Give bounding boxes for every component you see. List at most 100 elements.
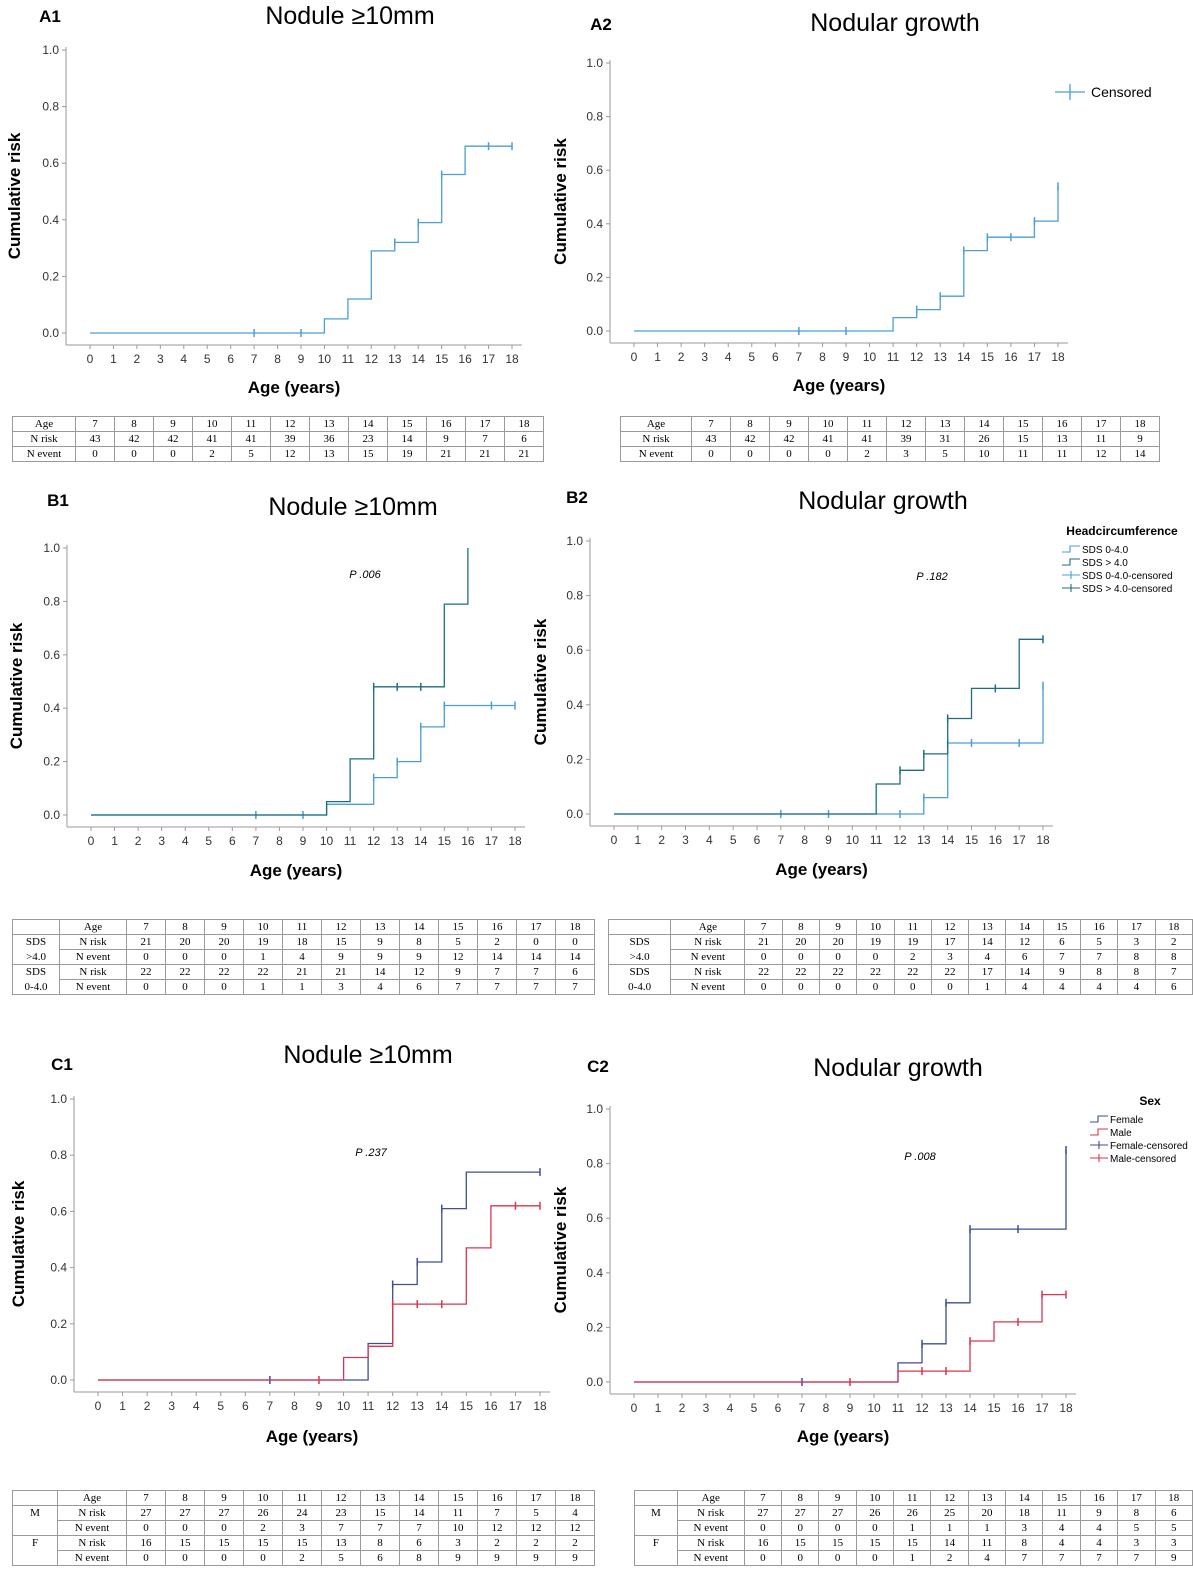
table-cell: 0 [893, 979, 932, 995]
table-header-cell: 15 [1042, 1490, 1081, 1506]
y-tick-label: 0.2 [566, 752, 583, 766]
p-value: P .237 [355, 1147, 387, 1159]
legend-title: Sex [1139, 1094, 1161, 1108]
table-header-label: Age [12, 416, 76, 432]
table-cell: 16 [126, 1535, 166, 1551]
table-header-cell: 14 [964, 416, 1004, 432]
x-tick-label: 15 [987, 1401, 1001, 1415]
table-header-cell: 16 [426, 416, 466, 432]
x-tick-label: 14 [412, 352, 426, 366]
x-tick-label: 0 [95, 1399, 102, 1413]
chart-title: Nodular growth [813, 1054, 983, 1082]
risk-table-a1: Age 7 8 9 10 11 12 13 14 15 16 17 18 N risk 43 42 42 41 41… [12, 416, 544, 462]
table-corner [607, 919, 671, 935]
legend: Censored [1055, 84, 1152, 100]
table-group-label: >4.0 [607, 949, 672, 965]
table-cell: 9 [438, 1550, 478, 1566]
table-cell: 0 [555, 934, 595, 950]
table-cell: 14 [477, 949, 517, 965]
table-row: N event 0 0 0 0 1 1 1 3 4 4 5 5 [634, 1520, 1193, 1536]
table-header-cell: 14 [348, 416, 388, 432]
table-cell: 22 [930, 964, 970, 980]
x-tick-label: 5 [748, 350, 755, 364]
table-cell: 21 [282, 964, 322, 980]
table-cell: 12 [1081, 446, 1121, 462]
y-tick-label: 0.6 [586, 1211, 603, 1225]
table-cell: 15 [893, 1535, 932, 1551]
table-row-label: N risk [676, 1505, 745, 1521]
y-axis-label: Cumulative risk [531, 618, 550, 745]
x-tick-label: 2 [679, 1401, 686, 1415]
table-group-label: SDS [607, 964, 672, 980]
table-cell: 6 [1005, 949, 1044, 965]
table-cell: 12 [1005, 934, 1044, 950]
table-header-cell: 18 [1154, 919, 1193, 935]
table-cell: 7 [1042, 1550, 1081, 1566]
table-cell: 0 [730, 446, 770, 462]
x-tick-label: 6 [772, 350, 779, 364]
table-cell: 13 [309, 446, 349, 462]
y-tick-label: 0.4 [586, 217, 603, 231]
x-tick-label: 16 [1004, 350, 1018, 364]
series-1 [634, 1290, 1067, 1386]
table-cell: 2 [243, 1520, 283, 1536]
x-tick-label: 11 [887, 350, 900, 364]
x-tick-label: 8 [823, 1401, 830, 1415]
x-axis-label: Age (years) [266, 1427, 359, 1446]
table-header-cell: 16 [1079, 1490, 1119, 1506]
x-tick-label: 12 [367, 834, 381, 848]
x-tick-label: 9 [825, 833, 832, 847]
table-cell: 0 [744, 949, 783, 965]
legend-swatch [1062, 545, 1080, 553]
table-header-cell: 13 [309, 416, 349, 432]
y-tick-label: 0.4 [43, 701, 60, 715]
table-row-label: N event [12, 446, 76, 462]
table-cell: 16 [743, 1535, 783, 1551]
table-cell: 0 [744, 979, 783, 995]
table-header-cell: 10 [808, 416, 848, 432]
table-cell: 3 [1005, 1520, 1044, 1536]
table-cell: 42 [114, 431, 154, 447]
table-header-cell: 12 [321, 1490, 361, 1506]
table-header-cell: 10 [243, 1490, 283, 1506]
table-group-label: M [634, 1505, 678, 1521]
series-line [98, 1171, 540, 1381]
table-header-cell: 8 [781, 919, 821, 935]
table-cell: 0 [818, 1520, 857, 1536]
x-tick-label: 15 [965, 833, 979, 847]
table-header-cell: 11 [893, 1490, 932, 1506]
x-tick-label: 13 [939, 1401, 953, 1415]
legend-label: SDS > 4.0-censored [1082, 584, 1172, 595]
table-cell: 14 [555, 949, 595, 965]
table-cell: 7 [555, 979, 595, 995]
x-tick-label: 8 [819, 350, 826, 364]
x-tick-label: 5 [751, 1401, 758, 1415]
y-tick-label: 0.2 [42, 269, 59, 283]
table-cell: 8 [1079, 964, 1119, 980]
table-cell: 27 [165, 1505, 205, 1521]
table-header-label: Age [670, 919, 746, 935]
table-cell: 27 [743, 1505, 783, 1521]
table-cell: 20 [967, 1505, 1007, 1521]
risk-table-c1: Age 7 8 9 10 11 12 13 14 15 16 17 18 M N risk 27 27 27 26 2… [12, 1490, 595, 1566]
table-row-label: N event [670, 949, 746, 965]
table-header-cell: 7 [691, 416, 731, 432]
x-tick-label: 16 [461, 834, 475, 848]
x-tick-label: 3 [682, 833, 689, 847]
table-cell: 15 [818, 1535, 857, 1551]
table-group-label: SDS [607, 934, 672, 950]
chart-title: Nodule ≥10mm [268, 493, 437, 521]
series-1 [91, 548, 469, 816]
table-cell: 41 [847, 431, 887, 447]
table-cell: 22 [165, 964, 205, 980]
table-header-label: Age [620, 416, 692, 432]
table-cell: 2 [477, 934, 517, 950]
table-cell: 4 [1005, 979, 1044, 995]
x-tick-label: 10 [867, 1401, 881, 1415]
x-tick-label: 16 [989, 833, 1003, 847]
x-tick-label: 15 [460, 1399, 474, 1413]
x-tick-label: 2 [658, 833, 665, 847]
table-row: SDS N risk 21 20 20 19 18 15 9 8 5 2 0 0 [12, 934, 595, 950]
table-group-label: F [634, 1535, 678, 1551]
y-tick-label: 1.0 [586, 1102, 603, 1116]
